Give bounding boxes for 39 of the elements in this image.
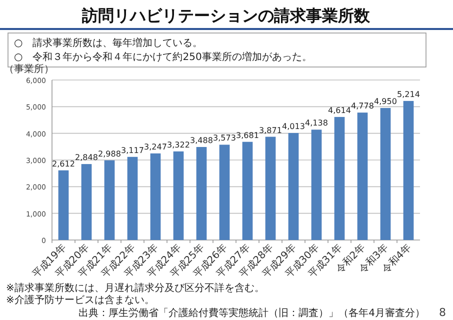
data-label: 3,573 <box>213 134 236 143</box>
text: 8 <box>439 306 446 319</box>
data-label: 4,614 <box>328 106 351 115</box>
text: ※請求事業所数には、月遅れ請求分及び区分不詳を含む。 <box>6 282 264 294</box>
data-label: 4,778 <box>351 102 374 111</box>
data-label: 5,214 <box>397 90 420 99</box>
data-label: 4,138 <box>305 118 328 128</box>
bar <box>265 136 276 240</box>
bar <box>104 160 115 240</box>
bar <box>127 156 138 240</box>
data-label: 2,612 <box>52 159 75 168</box>
y-axis-title: （事業所） <box>4 63 54 75</box>
data-label: 3,488 <box>190 136 213 145</box>
data-label: 4,950 <box>374 97 397 106</box>
bar <box>380 108 391 240</box>
bar <box>242 142 253 240</box>
data-label: 4,013 <box>282 122 305 131</box>
bar <box>357 112 368 240</box>
bar <box>311 130 322 240</box>
bar <box>196 146 207 240</box>
data-label: 3,871 <box>259 126 282 135</box>
bar <box>173 151 184 240</box>
source-note: 出典：厚生労働省「介護給付費等実態統計（旧：調査）」（各年4月審査分） <box>78 307 425 319</box>
data-label: 2,848 <box>75 153 98 162</box>
data-label: 3,322 <box>167 140 190 150</box>
bar <box>58 170 69 240</box>
bar <box>81 164 92 240</box>
data-label: 2,988 <box>98 149 121 158</box>
bar <box>288 132 299 240</box>
bar <box>403 100 414 240</box>
data-label: 3,117 <box>121 146 144 155</box>
data-label: 3,681 <box>236 130 259 140</box>
text: ※介護予防サービスは含まない。 <box>6 294 154 306</box>
chart-subtitle: ○ 請求事業所数は、毎年増加している。 ○ 令和３年から令和４年にかけて約250事業所の増加があった。 <box>14 37 312 63</box>
bar <box>150 153 161 240</box>
data-label: 3,247 <box>144 142 167 152</box>
chart-title: 訪問リハビリテーションの請求事業所数 <box>81 6 371 25</box>
bar <box>219 144 230 240</box>
bar <box>334 116 345 240</box>
